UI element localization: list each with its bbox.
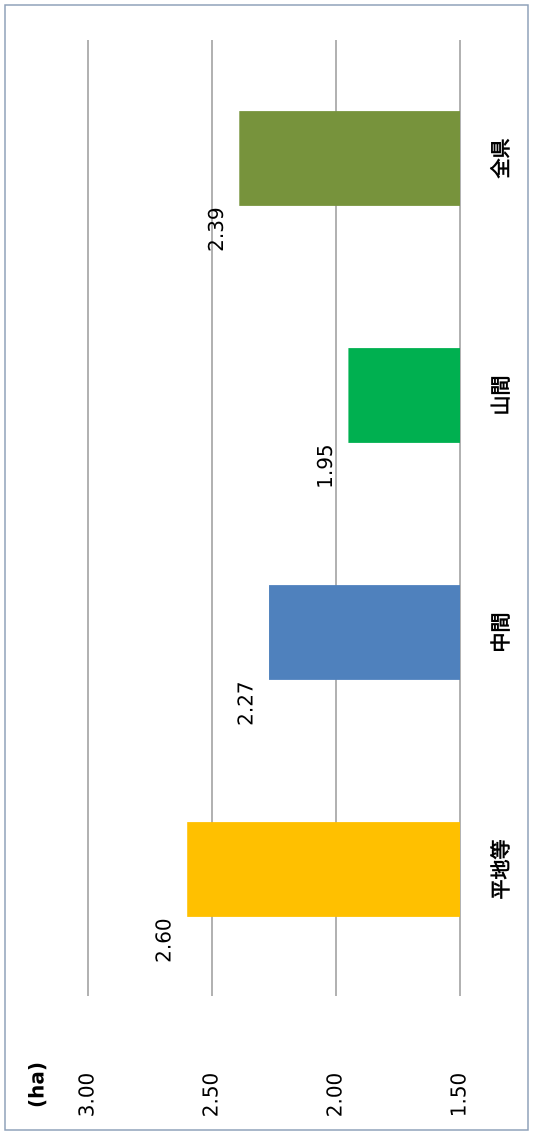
value-label: 2.39 — [204, 207, 228, 252]
x-tick-label: 山間 — [489, 376, 513, 416]
value-label: 1.95 — [313, 444, 337, 489]
x-tick-label: 中間 — [489, 613, 513, 653]
value-label: 2.60 — [152, 918, 176, 963]
value-label: 2.27 — [234, 681, 258, 726]
bar — [348, 348, 460, 443]
x-tick-label: 全県 — [489, 139, 513, 180]
chart-frame — [4, 4, 529, 1131]
bar — [187, 822, 460, 917]
bar — [239, 111, 460, 206]
y-tick-label: 1.50 — [447, 1073, 471, 1118]
y-tick-label: 2.50 — [199, 1073, 223, 1118]
y-unit: (ha) — [25, 1062, 49, 1108]
x-tick-label: 平地等 — [489, 840, 513, 900]
y-tick-label: 3.00 — [75, 1073, 99, 1118]
rotated-plot: (ha) 1.50 2.00 2.50 3.00 平地等 2.60 中間 2.27 山間 1.95… — [25, 40, 513, 1117]
bar — [269, 585, 461, 680]
y-tick-label: 2.00 — [323, 1073, 347, 1118]
